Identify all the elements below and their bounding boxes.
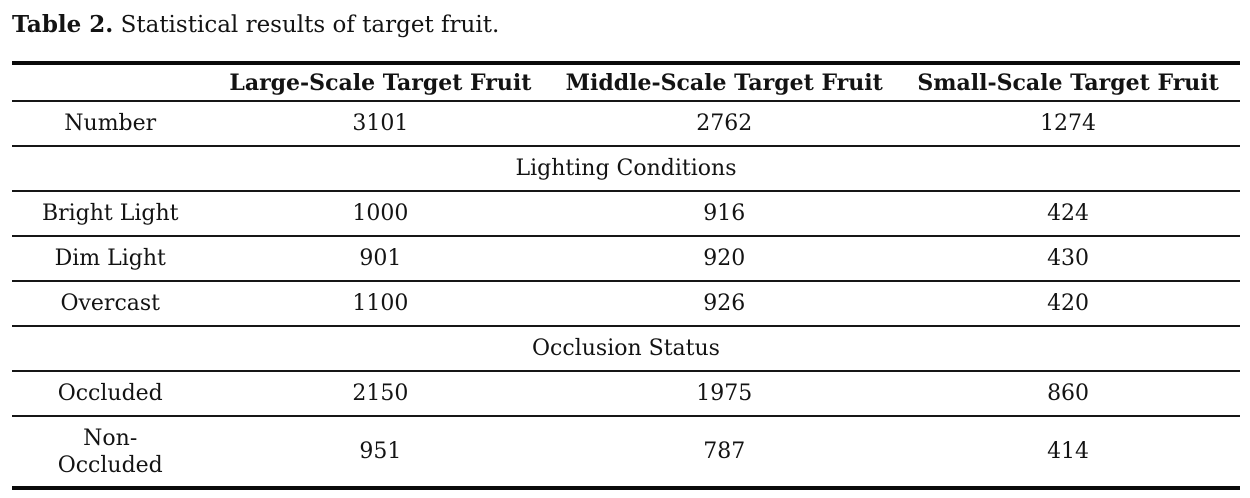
- header-row: Large-Scale Target Fruit Middle-Scale Ta…: [12, 63, 1240, 102]
- row-label: Dim Light: [12, 236, 209, 282]
- table-row-occluded: Occluded 2150 1975 860: [12, 371, 1240, 417]
- table-caption: Table 2. Statistical results of target f…: [12, 10, 1240, 40]
- table-caption-label: Table 2.: [12, 11, 114, 38]
- row-label: Bright Light: [12, 191, 209, 237]
- section-row-lighting-conditions: Lighting Conditions: [12, 146, 1240, 192]
- cell-value: 2762: [552, 101, 897, 147]
- cell-value: 3101: [208, 101, 553, 147]
- cell-value: 420: [896, 281, 1240, 327]
- cell-value: 920: [552, 236, 897, 282]
- column-header-large-scale: Large-Scale Target Fruit: [208, 63, 553, 102]
- table-body: Number 3101 2762 1274 Lighting Condition…: [12, 101, 1240, 488]
- column-header-middle-scale: Middle-Scale Target Fruit: [552, 63, 897, 102]
- table-row-dim-light: Dim Light 901 920 430: [12, 236, 1240, 282]
- column-header-small-scale: Small-Scale Target Fruit: [896, 63, 1240, 102]
- section-header: Lighting Conditions: [12, 146, 1240, 192]
- table-row-non-occluded: Non- Occluded 951 787 414: [12, 416, 1240, 488]
- cell-value: 1100: [208, 281, 553, 327]
- cell-value: 951: [359, 439, 402, 464]
- section-header: Occlusion Status: [12, 326, 1240, 372]
- cell-value: 926: [552, 281, 897, 327]
- section-row-occlusion-status: Occlusion Status: [12, 326, 1240, 372]
- cell-value: 1274: [896, 101, 1240, 147]
- table-row-bright-light: Bright Light 1000 916 424: [12, 191, 1240, 237]
- row-label: Occluded: [12, 371, 209, 417]
- table-caption-text: Statistical results of target fruit.: [113, 12, 500, 38]
- cell-value: 424: [896, 191, 1240, 237]
- cell-value: 901: [208, 236, 553, 282]
- table-row-number: Number 3101 2762 1274: [12, 101, 1240, 147]
- row-label: Overcast: [12, 281, 209, 327]
- cell-value: 2150: [208, 371, 553, 417]
- table-row-overcast: Overcast 1100 926 420: [12, 281, 1240, 327]
- table-header: Large-Scale Target Fruit Middle-Scale Ta…: [12, 63, 1240, 102]
- cell-value: 430: [896, 236, 1240, 282]
- cell-value: 787: [703, 439, 746, 464]
- cell-value: 1000: [208, 191, 553, 237]
- cell-value: 414: [1047, 439, 1090, 464]
- cell-value: 916: [552, 191, 897, 237]
- cell-value: 1975: [552, 371, 897, 417]
- statistics-table: Large-Scale Target Fruit Middle-Scale Ta…: [12, 61, 1240, 490]
- column-header-empty: [12, 63, 209, 102]
- row-label: Number: [12, 101, 209, 147]
- cell-value: 860: [896, 371, 1240, 417]
- row-label: Non- Occluded: [57, 425, 163, 478]
